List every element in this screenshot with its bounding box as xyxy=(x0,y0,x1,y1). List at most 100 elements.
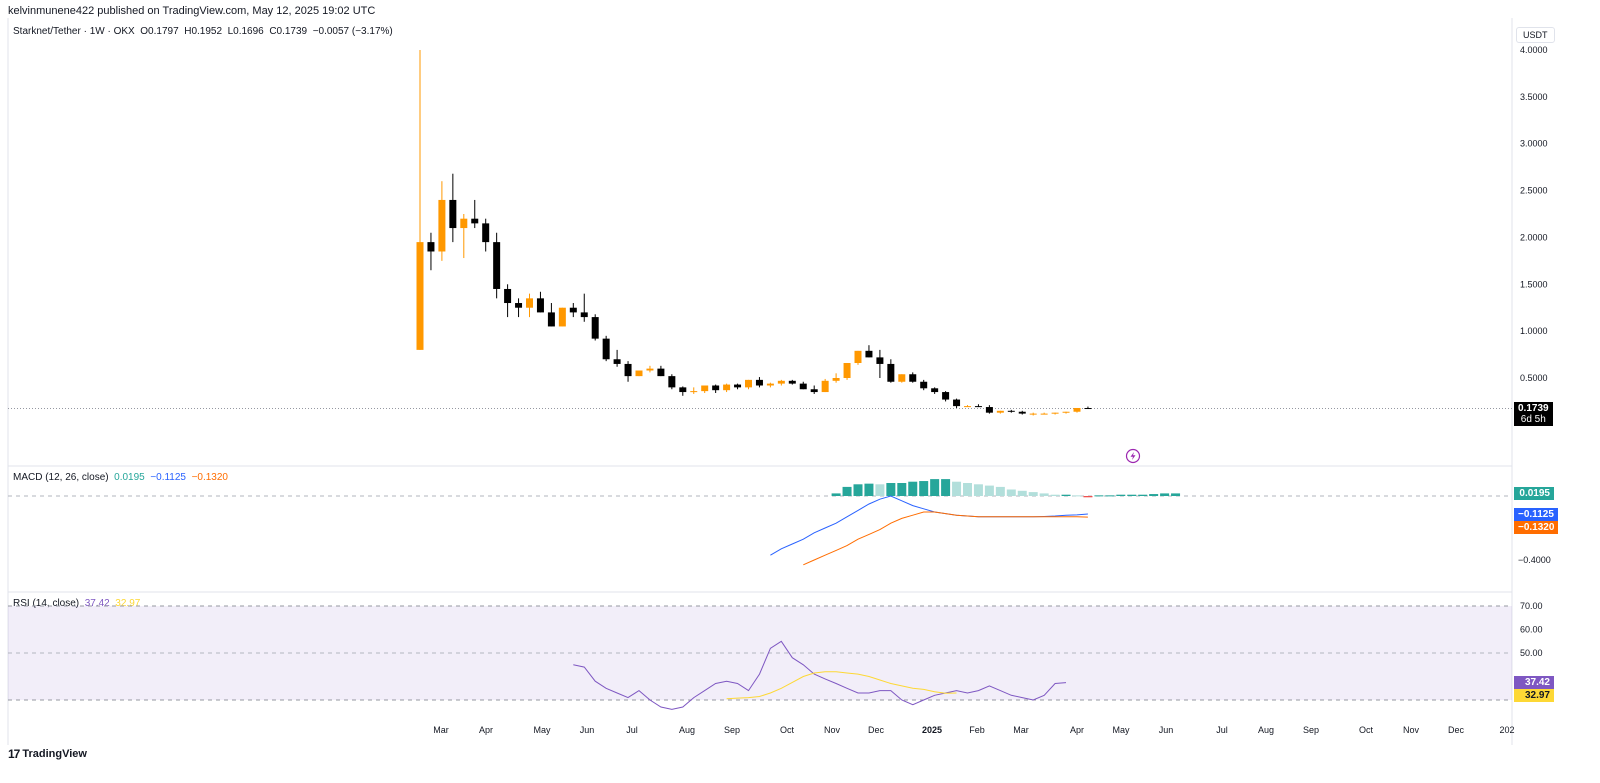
candle-body xyxy=(482,223,490,243)
macd-histogram-bar xyxy=(1171,493,1181,496)
macd-line xyxy=(770,495,1088,556)
rsi-axis-tick: 50.00 xyxy=(1520,648,1543,658)
price-axis-tick: 2.5000 xyxy=(1520,186,1548,196)
time-axis-label: Jul xyxy=(626,725,638,735)
time-axis-label: Sep xyxy=(1303,725,1319,735)
tradingview-logo-icon: 17 xyxy=(8,747,20,761)
macd-histogram-bar xyxy=(864,483,874,496)
macd-axis-tick: −0.4000 xyxy=(1518,555,1551,565)
time-axis-label: Jun xyxy=(1159,725,1174,735)
macd-histogram-bar xyxy=(1083,496,1093,498)
candle-body xyxy=(558,307,566,327)
time-axis-label: Feb xyxy=(969,725,985,735)
candle-body xyxy=(865,350,873,358)
candle-body xyxy=(657,368,665,377)
macd-histogram-bar xyxy=(1072,495,1082,497)
time-axis-label: Apr xyxy=(1070,725,1084,735)
currency-button[interactable]: USDT xyxy=(1516,27,1555,43)
price-axis-tick: 4.0000 xyxy=(1520,45,1548,55)
macd-value: −0.1125 xyxy=(150,472,186,483)
macd-histogram-bar xyxy=(1039,493,1049,496)
macd-hist-tag: 0.0195 xyxy=(1514,487,1554,500)
candle-body xyxy=(547,312,555,327)
candle-body xyxy=(985,407,993,413)
macd-histogram-bar xyxy=(930,479,940,496)
candle-body xyxy=(974,406,982,408)
candle-body xyxy=(635,370,643,377)
candle-body xyxy=(766,383,774,386)
candle-body xyxy=(427,242,435,252)
rsi-value: 37.42 xyxy=(84,598,110,609)
candle-body xyxy=(690,391,698,393)
macd-histogram-bar xyxy=(1050,494,1060,496)
symbol-legend: Starknet/Tether · 1W · OKX O0.1797 H0.19… xyxy=(13,26,393,37)
candle-body xyxy=(536,298,544,313)
macd-legend: MACD (12, 26, close) 0.0195 −0.1125 −0.1… xyxy=(13,472,228,483)
time-axis-labels: Mar Apr May Jun Jul Aug Sep Oct Nov Dec 2025 Feb Mar… xyxy=(433,725,1514,735)
time-axis-label: Mar xyxy=(1013,725,1029,735)
candle-body xyxy=(471,218,479,224)
time-axis-label: May xyxy=(533,725,551,735)
candle-body xyxy=(898,374,906,382)
rsi-axis-tick: 70.00 xyxy=(1520,601,1543,611)
macd-histogram-bar xyxy=(1149,494,1159,496)
candle-body xyxy=(613,359,621,364)
candle-body xyxy=(799,383,807,390)
price-axis-tick: 0.5000 xyxy=(1520,373,1548,383)
price-axis-ticks: 4.0000 3.5000 3.0000 2.5000 2.0000 1.5000 1.00… xyxy=(1520,45,1548,383)
candle-body xyxy=(996,410,1004,413)
candle-body xyxy=(832,378,840,381)
candle-body xyxy=(1029,413,1037,415)
macd-histogram-bar xyxy=(1006,489,1016,496)
signal-line xyxy=(803,511,1088,566)
rsi-title[interactable]: RSI (14, close) xyxy=(13,598,80,609)
time-axis-label: Dec xyxy=(868,725,885,735)
macd-histogram-bar xyxy=(1127,494,1137,496)
macd-title[interactable]: MACD (12, 26, close) xyxy=(13,472,109,483)
rsi-ma-value: 32.97 xyxy=(115,598,141,609)
bolt-icon[interactable] xyxy=(1125,448,1141,464)
tradingview-brand: TradingView xyxy=(22,748,87,760)
macd-histogram-bar xyxy=(1028,492,1038,496)
price-chart[interactable]: 4.0000 3.5000 3.0000 2.5000 2.0000 1.5000 1.00… xyxy=(0,0,1600,745)
candle-body xyxy=(1062,411,1070,413)
candle-body xyxy=(1051,412,1059,414)
candle-body xyxy=(591,317,599,339)
candle-body xyxy=(668,376,676,388)
candle-body xyxy=(755,379,763,386)
macd-histogram-bar xyxy=(941,479,951,496)
candle-body xyxy=(821,380,829,393)
time-axis-label: Aug xyxy=(1258,725,1274,735)
candle-body xyxy=(679,387,687,393)
candle-body xyxy=(438,199,446,252)
symbol-title[interactable]: Starknet/Tether · 1W · OKX xyxy=(13,26,135,37)
candle-body xyxy=(602,338,610,360)
time-axis-label: Sep xyxy=(724,725,740,735)
candle-body xyxy=(1073,407,1081,412)
macd-histogram-bar xyxy=(897,483,907,496)
rsi-ma-line xyxy=(726,671,957,700)
candle-body xyxy=(909,374,917,382)
time-axis-label: Oct xyxy=(780,725,795,735)
macd-histogram-bar xyxy=(886,483,896,496)
last-price-label: 0.1739 6d 5h xyxy=(1514,402,1553,426)
time-axis-label: Apr xyxy=(479,725,493,735)
candle-body xyxy=(526,298,533,308)
ohlc-open: O0.1797 xyxy=(140,26,179,37)
tradingview-logo[interactable]: 17 TradingView xyxy=(8,747,87,761)
candle-body xyxy=(931,388,939,393)
ohlc-change: −0.0057 (−3.17%) xyxy=(312,26,393,37)
price-axis-tick: 2.0000 xyxy=(1520,232,1548,242)
candle-body xyxy=(876,357,884,364)
ohlc-close: C0.1739 xyxy=(269,26,308,37)
macd-histogram xyxy=(831,479,1181,498)
candle-body xyxy=(712,385,720,391)
time-axis-label: Mar xyxy=(433,725,449,735)
time-axis-label: Jul xyxy=(1216,725,1228,735)
macd-histogram-bar xyxy=(1017,490,1027,496)
macd-histogram-bar xyxy=(1138,494,1148,496)
macd-histogram-bar xyxy=(1061,494,1071,496)
time-axis-label: Nov xyxy=(824,725,841,735)
candle-body xyxy=(1040,413,1048,415)
candle-body xyxy=(1018,411,1026,414)
